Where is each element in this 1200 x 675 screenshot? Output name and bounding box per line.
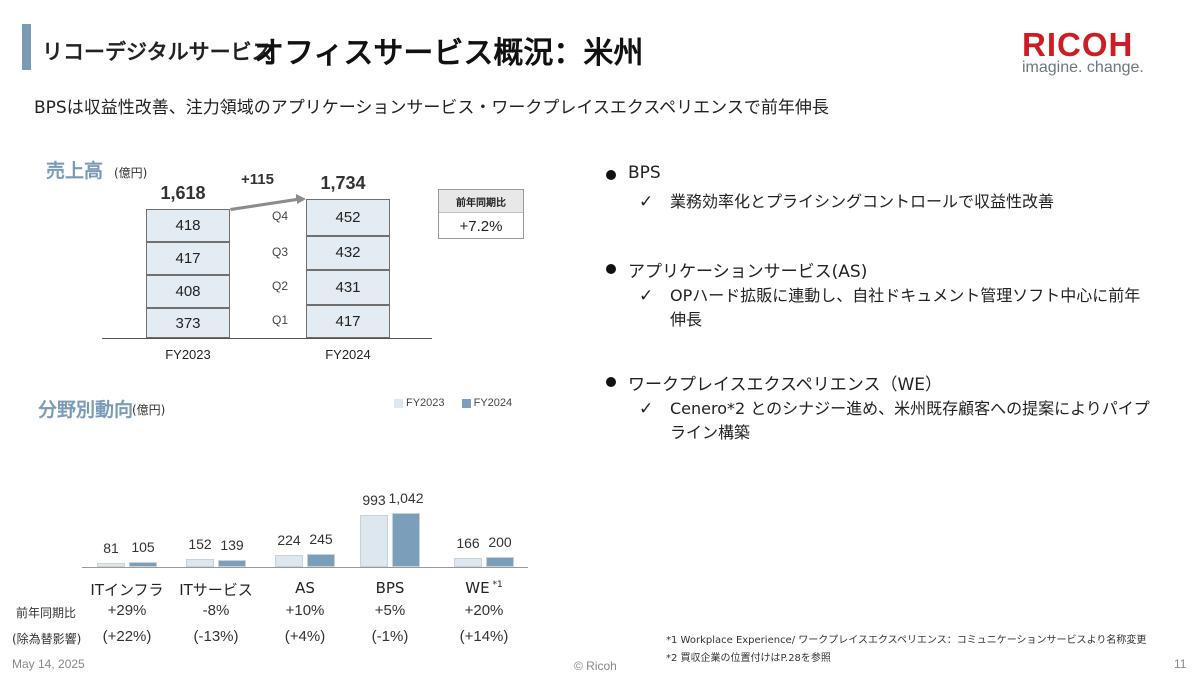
bullet-heading-2: ワークプレイスエクスペリエンス（WE） [628,375,942,395]
segment-value-4-fy2023: 166 [456,535,480,552]
sales-bar-fy2023-q3: 417 [146,242,230,276]
segment-bar-2-fy2024 [307,554,335,567]
sales-unit: (億円) [114,166,148,180]
headline-text: BPSは収益性改善、注力領域のアプリケーションサービス・ワークプレイスエクスペリ… [34,98,829,118]
sales-quarter-label-q1: Q1 [272,313,289,328]
sales-chart-baseline [102,338,432,339]
segment-yoy-0: +29% [107,602,147,619]
segments-baseline [82,567,528,568]
segment-category-0: ITインフラ [90,581,164,599]
segments-unit: (億円) [132,403,166,417]
sales-increase-label: +115 [241,171,274,188]
sales-quarter-label-q2: Q2 [272,279,289,294]
sales-bar-fy2023-q2: 408 [146,275,230,309]
segment-category-2: AS [295,579,315,597]
segment-yoy-1: -8% [202,602,230,619]
bullet-check-icon-0-0: ✓ [639,192,654,212]
legend-label-fy2023: FY2023 [406,397,445,409]
segment-value-2-fy2024: 245 [309,531,333,548]
sales-bar-fy2023-q4: 418 [146,208,230,243]
logo-tagline: imagine. change. [1022,59,1144,76]
sales-total-fy2024: 1,734 [320,173,366,194]
segment-value-3-fy2024: 1,042 [388,489,424,506]
segment-value-2-fy2023: 224 [277,532,301,549]
bullet-text-2-0: Cenero*2 とのシナジー進め、米州既存顧客への提案によりパイプライン構築 [670,399,1150,442]
segment-bar-3-fy2023 [360,515,388,567]
sales-stacked-chart: 373 408 417 418 1,618 FY2023 417 Q1 431 Q2 432 Q3 45… [0,0,600,380]
segment-value-3-fy2023: 993 [362,492,386,509]
segment-bar-4-fy2023 [454,558,482,567]
sales-category-fy2023: FY2023 [165,347,211,362]
sales-bar-fy2024-q3: 432 [306,235,390,271]
sales-bar-fy2024-q2: 431 [306,270,390,305]
segment-yoy-4: +20% [464,602,504,619]
sales-bar-fy2024-q1: 417 [306,304,390,338]
page-subtitle: リコーデジタルサービス [42,40,273,64]
bullet-heading-1: アプリケーションサービス(AS) [628,262,868,282]
segment-bar-0-fy2023 [97,562,125,567]
segment-category-note-4: *1 [489,580,503,590]
segment-bar-1-fy2023 [186,559,214,567]
sales-yoy-box: 前年同期比 +7.2% [438,189,524,239]
footer-page-number: 11 [1174,657,1187,671]
segment-category-3: BPS [375,579,405,597]
legend-label-fy2024: FY2024 [473,397,513,409]
sales-increase-arrow [230,194,306,211]
sales-bar-fy2024-q4: 452 [306,199,390,236]
segment-yoy-3: +5% [374,602,406,619]
sales-yoy-header: 前年同期比 [439,190,523,213]
segment-category-4: WE *1 [465,579,503,597]
segment-bar-3-fy2024 [392,512,420,567]
bullet-text-1-0: OPハード拡販に連動し、自社ドキュメント管理ソフト中心に前年伸長 [670,286,1141,329]
segment-yoy-ex-fx-0: (+22%) [102,628,152,645]
sales-quarter-label-q4: Q4 [272,209,289,224]
sales-yoy-value: +7.2% [459,218,503,235]
segment-bar-1-fy2024 [218,559,246,567]
segment-value-1-fy2024: 139 [220,536,244,553]
footer-copyright: © Ricoh [574,659,617,673]
segment-bar-0-fy2024 [129,561,157,567]
segments-legend: FY2023 FY2024 [394,397,512,409]
segment-value-0-fy2024: 105 [131,538,155,555]
bullet-dot-1 [606,264,616,274]
segment-yoy-ex-fx-2: (+4%) [284,628,326,645]
segment-value-0-fy2023: 81 [103,539,119,556]
legend-swatch-fy2023 [394,398,403,408]
bullet-check-icon-1-0: ✓ [639,286,654,306]
sales-bar-fy2023-q1: 373 [146,308,230,338]
bullet-dot-0 [606,170,616,180]
bullet-heading-0: BPS [628,163,661,183]
segment-bar-2-fy2023 [275,555,303,567]
sales-quarter-label-q3: Q3 [272,244,289,259]
yoy-adj-row-label: (除為替影響) [12,632,82,646]
segment-yoy-ex-fx-1: (-13%) [193,628,239,645]
footer-date: May 14, 2025 [12,657,85,671]
legend-swatch-fy2024 [461,398,471,408]
bullet-text-0-0: 業務効率化とプライシングコントロールで収益性改善 [670,192,1055,211]
ricoh-logo: RICOH [1022,26,1134,63]
segment-category-1: ITサービス [179,581,253,599]
segment-yoy-ex-fx-3: (-1%) [371,628,409,645]
segment-bar-4-fy2024 [486,556,514,567]
sales-category-fy2024: FY2024 [325,347,371,362]
sales-title: 売上高 [46,160,104,182]
segment-yoy-ex-fx-4: (+14%) [459,628,509,645]
sales-total-fy2023: 1,618 [160,182,206,203]
bullet-check-icon-2-0: ✓ [639,399,654,419]
bullet-dot-2 [606,377,616,387]
footnote-1: *1 Workplace Experience/ ワークプレイスエクスペリエンス… [666,635,1147,646]
page-title: オフィスサービス概況：米州 [254,36,644,71]
segments-title: 分野別動向 [38,399,134,421]
title-accent-bar [22,24,31,70]
footnote-2: *2 買収企業の位置付けはP.28を参照 [666,653,831,664]
segment-yoy-2: +10% [285,602,325,619]
segment-value-1-fy2023: 152 [188,536,212,553]
yoy-row-label: 前年同期比 [16,606,77,620]
segment-value-4-fy2024: 200 [488,533,512,550]
